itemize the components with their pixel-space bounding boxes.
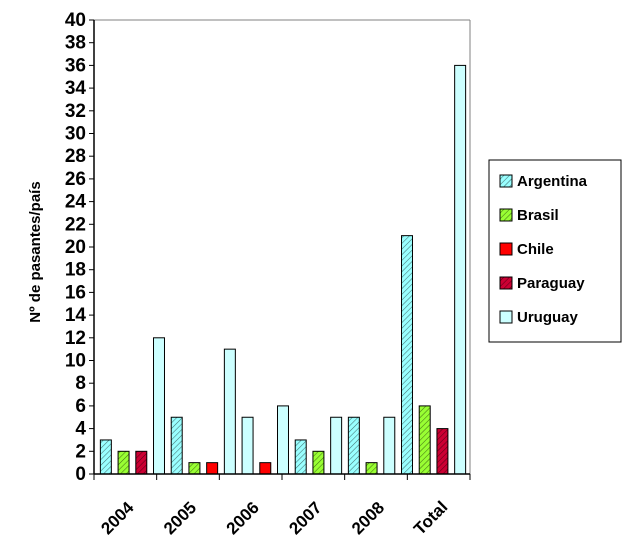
y-tick-label: 0 [75, 464, 86, 485]
bar-argentina-total [401, 235, 413, 475]
y-tick-label: 30 [65, 124, 86, 145]
legend-label-argentina: Argentina [517, 173, 588, 190]
legend: Argentina Brasil Chile Paraguay Uruguay [488, 159, 622, 343]
y-tick-label: 10 [65, 351, 86, 372]
y-tick-label: 12 [65, 328, 86, 349]
y-tick-label: 8 [75, 373, 86, 394]
bar-brasil-2007 [312, 450, 325, 475]
x-category-label: 2006 [223, 498, 263, 538]
bar-argentina-2007 [294, 439, 307, 475]
bar-argentina-2008 [347, 416, 360, 475]
bar-uruguay-2004 [153, 337, 165, 475]
x-category-label: 2005 [160, 498, 200, 538]
y-tick-label: 26 [65, 169, 86, 190]
y-tick-label: 24 [65, 192, 87, 213]
bar-chile-2005 [206, 462, 219, 475]
y-tick-label: 4 [75, 419, 86, 440]
y-tick-label: 14 [65, 305, 87, 326]
legend-swatch-argentina [499, 174, 513, 188]
y-tick-label: 18 [65, 260, 86, 281]
x-category-label: 2004 [97, 498, 138, 539]
y-tick-label: 16 [65, 282, 86, 303]
legend-label-brasil: Brasil [517, 207, 559, 224]
y-tick-label: 2 [75, 441, 86, 462]
bar-uruguay-2007 [277, 405, 289, 475]
y-tick-label: 40 [65, 10, 86, 31]
bar-uruguay-2008 [330, 416, 343, 475]
bar-uruguay-total [454, 64, 467, 475]
bar-brasil-total [418, 405, 431, 475]
bar-uruguay-2005 [223, 348, 236, 475]
legend-label-paraguay: Paraguay [517, 275, 585, 292]
bar-brasil-2005 [188, 462, 201, 475]
bar-paraguay-total [436, 428, 449, 475]
y-tick-label: 6 [75, 396, 86, 417]
y-tick-label: 36 [65, 55, 86, 76]
legend-swatch-paraguay [499, 276, 513, 290]
y-tick-label: 20 [65, 237, 86, 258]
bars [99, 64, 467, 475]
bar-brasil-2008 [365, 462, 378, 475]
bar-brasil-2004 [117, 450, 130, 475]
bar-paraguay-2004 [135, 450, 148, 475]
y-tick-label: 22 [65, 214, 86, 235]
x-category-label: 2007 [285, 498, 325, 538]
legend-swatch-brasil [499, 208, 513, 222]
bar-uruguay-2006 [241, 416, 254, 475]
x-category-label: Total [410, 497, 451, 538]
legend-label-chile: Chile [517, 241, 554, 258]
y-tick-label: 32 [65, 101, 86, 122]
y-tick-label: 34 [65, 78, 87, 99]
x-axis: 2004 2005 2006 2007 2008 Total [93, 473, 471, 539]
y-tick-label: 28 [65, 146, 86, 167]
y-tick-label: 38 [65, 33, 86, 54]
y-axis-label: Nº de pasantes/país [27, 181, 44, 322]
legend-swatch-chile [499, 242, 513, 256]
bar-argentina-2005 [170, 416, 183, 475]
legend-label-uruguay: Uruguay [517, 309, 579, 326]
bar-argentina-2004 [99, 439, 112, 475]
legend-swatch-uruguay [499, 310, 513, 324]
x-category-label: 2008 [348, 498, 388, 538]
bar-uruguay-2008 [383, 416, 396, 475]
bar-chile-2006 [259, 462, 272, 475]
